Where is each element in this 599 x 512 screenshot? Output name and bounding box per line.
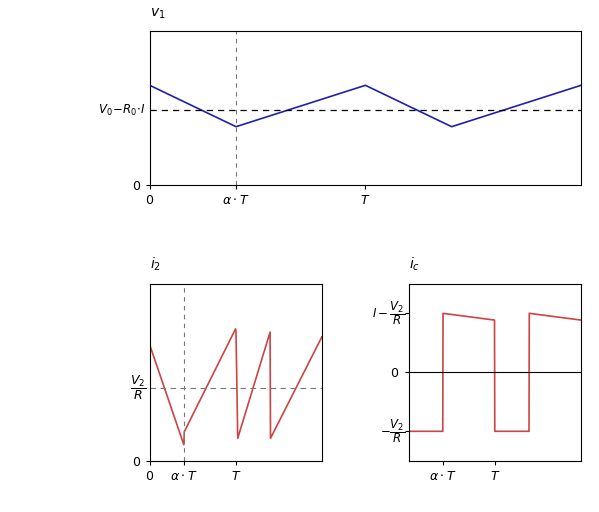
Text: $-\dfrac{V_2}{R}$: $-\dfrac{V_2}{R}$ <box>380 417 405 445</box>
Text: $i_c$: $i_c$ <box>409 256 420 273</box>
Text: $V_0\!-\!R_0\!\cdot\!I$: $V_0\!-\!R_0\!\cdot\!I$ <box>98 102 146 118</box>
Text: $\dfrac{V_2}{R}$: $\dfrac{V_2}{R}$ <box>130 374 146 402</box>
Text: $i_2$: $i_2$ <box>150 256 161 273</box>
Text: $v_1$: $v_1$ <box>150 7 165 22</box>
Text: $I - \dfrac{V_2}{R}$: $I - \dfrac{V_2}{R}$ <box>371 300 405 327</box>
